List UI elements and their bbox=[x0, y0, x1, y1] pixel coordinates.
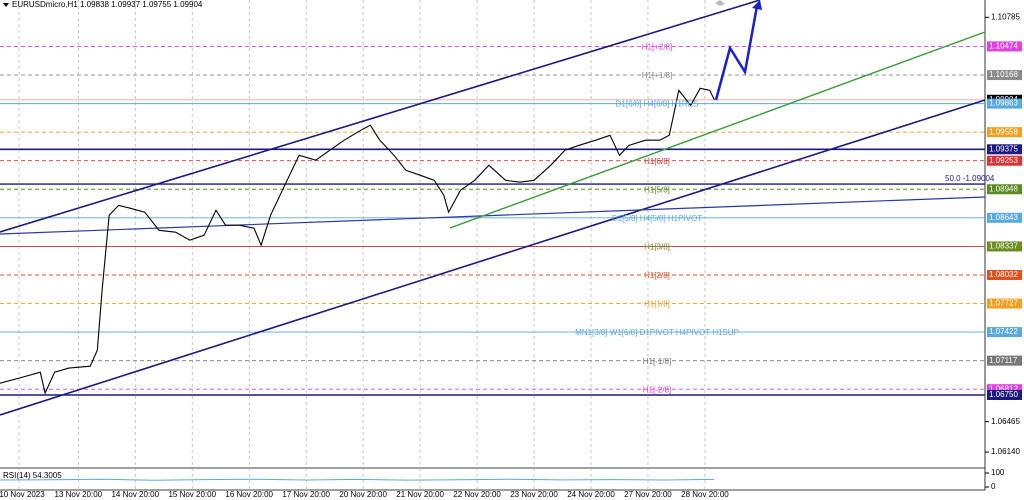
x-tick-label: 16 Nov 20:00 bbox=[225, 490, 273, 499]
menu-arrow bbox=[3, 3, 9, 7]
arrow-head bbox=[752, 0, 762, 10]
x-tick-label: 20 Nov 20:00 bbox=[339, 490, 387, 499]
level-value: 1.09863 bbox=[989, 99, 1018, 108]
level-box bbox=[987, 241, 1022, 252]
level-name: D1[5/8] H4[5/8] H1PIVOT bbox=[612, 214, 702, 223]
y-tick-label: 1.06465 bbox=[991, 417, 1020, 426]
level-name: H1[5/8] bbox=[644, 185, 670, 194]
level-value: 1.07727 bbox=[989, 299, 1018, 308]
level-name: H1[-1/8] bbox=[643, 357, 671, 366]
level-value: 1.08948 bbox=[989, 184, 1018, 193]
level-box bbox=[987, 389, 1022, 400]
level-name: D1[6/8] H4[6/8] H1RES bbox=[616, 100, 699, 109]
level-box bbox=[987, 144, 1022, 155]
x-tick-label: 14 Nov 20:00 bbox=[111, 490, 159, 499]
x-tick-label: 28 Nov 20:00 bbox=[681, 490, 729, 499]
levels bbox=[0, 45, 985, 396]
x-tick-label: 13 Nov 20:00 bbox=[55, 490, 103, 499]
level-name: H1[3/8] bbox=[644, 243, 670, 252]
x-tick-label: 10 Nov 2023 bbox=[0, 490, 45, 499]
trend-line-green bbox=[449, 31, 986, 229]
x-tick-label: 22 Nov 20:00 bbox=[453, 490, 501, 499]
level-value: 1.07117 bbox=[989, 356, 1018, 365]
forecast-arrow bbox=[714, 5, 759, 101]
level-value: 1.09375 bbox=[989, 144, 1018, 153]
level-value: 1.08337 bbox=[989, 242, 1018, 251]
level-name: H1[6/8] bbox=[644, 157, 670, 166]
level-box bbox=[987, 127, 1022, 138]
marker bbox=[715, 0, 725, 6]
trend-line bbox=[0, 196, 986, 235]
y-tick-label: 1.06140 bbox=[991, 447, 1020, 456]
level-value: 1.10168 bbox=[989, 70, 1018, 79]
level-box bbox=[987, 184, 1022, 195]
level-name: MN1[3/8] W1[6/8] D1PIVOT H4PIVOT H1SUP bbox=[575, 328, 739, 337]
level-name: H1[+1/8] bbox=[642, 71, 672, 80]
level-name: H1[-2/8] bbox=[643, 385, 671, 394]
channel-lower bbox=[0, 99, 986, 416]
level-value: 1.09253 bbox=[989, 156, 1018, 165]
level-box bbox=[987, 384, 1022, 395]
x-tick-label: 27 Nov 20:00 bbox=[624, 490, 672, 499]
level-box bbox=[987, 269, 1022, 280]
level-box bbox=[987, 155, 1022, 166]
x-tick-label: 15 Nov 20:00 bbox=[168, 490, 216, 499]
fib-label: 50.0 -1.09004 bbox=[945, 174, 995, 183]
level-value: 1.09558 bbox=[989, 127, 1018, 136]
x-tick-label: 24 Nov 20:00 bbox=[567, 490, 615, 499]
price-line bbox=[0, 87, 715, 395]
y-tick-label: 1.10785 bbox=[991, 12, 1020, 21]
level-box bbox=[987, 327, 1022, 338]
x-tick-label: 17 Nov 20:00 bbox=[282, 490, 330, 499]
level-box bbox=[987, 70, 1022, 81]
level-box bbox=[987, 355, 1022, 366]
level-box bbox=[987, 212, 1022, 223]
chart-title: EURUSDmicro,H1 1.09838 1.09937 1.09755 1… bbox=[12, 0, 203, 9]
price-line bbox=[0, 478, 715, 481]
level-name: H1[+2/8] bbox=[642, 43, 672, 52]
level-value: 1.08032 bbox=[989, 270, 1018, 279]
level-value: 1.06812 bbox=[989, 384, 1018, 393]
level-box bbox=[987, 41, 1022, 52]
level-value: 1.10474 bbox=[989, 42, 1018, 51]
y-tick-label: 100 bbox=[991, 468, 1005, 477]
level-box bbox=[987, 298, 1022, 309]
channel-upper bbox=[0, 0, 761, 233]
level-name: H1[2/8] bbox=[644, 271, 670, 280]
level-value: 1.06750 bbox=[989, 390, 1018, 399]
level-value: 1.07422 bbox=[989, 327, 1018, 336]
level-value: 1.08643 bbox=[989, 213, 1018, 222]
x-tick-label: 21 Nov 20:00 bbox=[396, 490, 444, 499]
plot bbox=[0, 87, 715, 481]
x-tick-label: 23 Nov 20:00 bbox=[510, 490, 558, 499]
level-box bbox=[987, 98, 1022, 109]
y-tick-label: 0 bbox=[991, 482, 996, 491]
level-name: H1[1/8] bbox=[644, 300, 670, 309]
rsi-title: RSI(14) 54.3005 bbox=[3, 471, 62, 480]
